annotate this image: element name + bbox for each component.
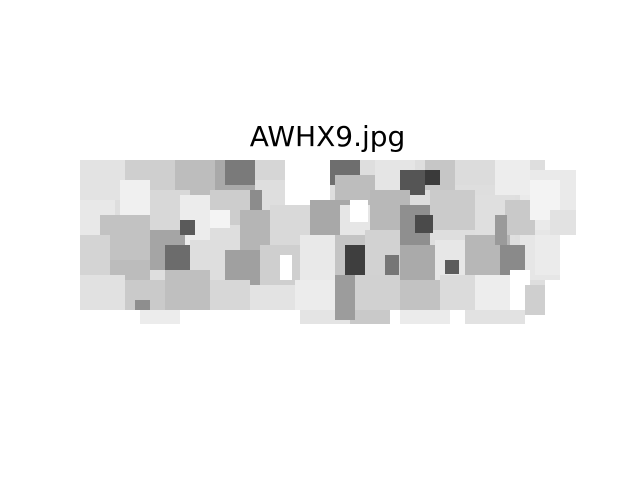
image-title: AWHX9.jpg (249, 120, 406, 153)
grayscale-mosaic-image (80, 160, 576, 324)
image-figure (80, 160, 576, 326)
